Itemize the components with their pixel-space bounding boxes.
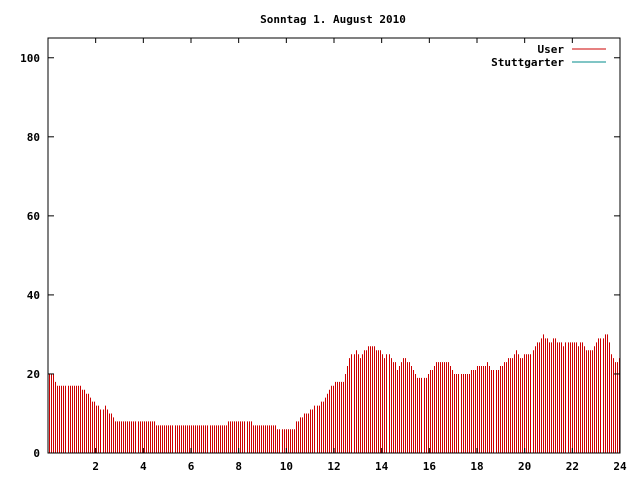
x-tick-label: 24: [613, 460, 627, 473]
axis-ticks: [48, 38, 621, 454]
y-tick-label: 80: [27, 131, 40, 144]
x-tick-label: 2: [92, 460, 99, 473]
legend-label: User: [538, 43, 565, 56]
plot-frame: [47, 37, 621, 454]
x-tick-label: 14: [375, 460, 389, 473]
x-tick-label: 12: [327, 460, 340, 473]
y-tick-label: 60: [27, 210, 40, 223]
bar-series-user: [49, 334, 620, 453]
x-tick-label: 6: [188, 460, 195, 473]
x-tick-label: 10: [280, 460, 293, 473]
x-tick-label: 8: [235, 460, 242, 473]
legend-label: Stuttgarter: [491, 56, 564, 69]
x-tick-label: 18: [470, 460, 483, 473]
x-tick-labels: 2 4 6 8 10 12 14 16 18 20 22 24: [92, 460, 627, 473]
x-tick-label: 16: [423, 460, 437, 473]
x-tick-label: 4: [140, 460, 147, 473]
y-tick-label: 100: [20, 52, 40, 65]
chart-title: Sonntag 1. August 2010: [260, 13, 406, 26]
x-tick-label: 22: [566, 460, 579, 473]
y-tick-label: 0: [33, 447, 40, 460]
y-tick-label: 20: [27, 368, 40, 381]
x-tick-label: 20: [518, 460, 531, 473]
y-tick-label: 40: [27, 289, 40, 302]
y-tick-labels: 0 20 40 60 80 100: [20, 52, 40, 460]
